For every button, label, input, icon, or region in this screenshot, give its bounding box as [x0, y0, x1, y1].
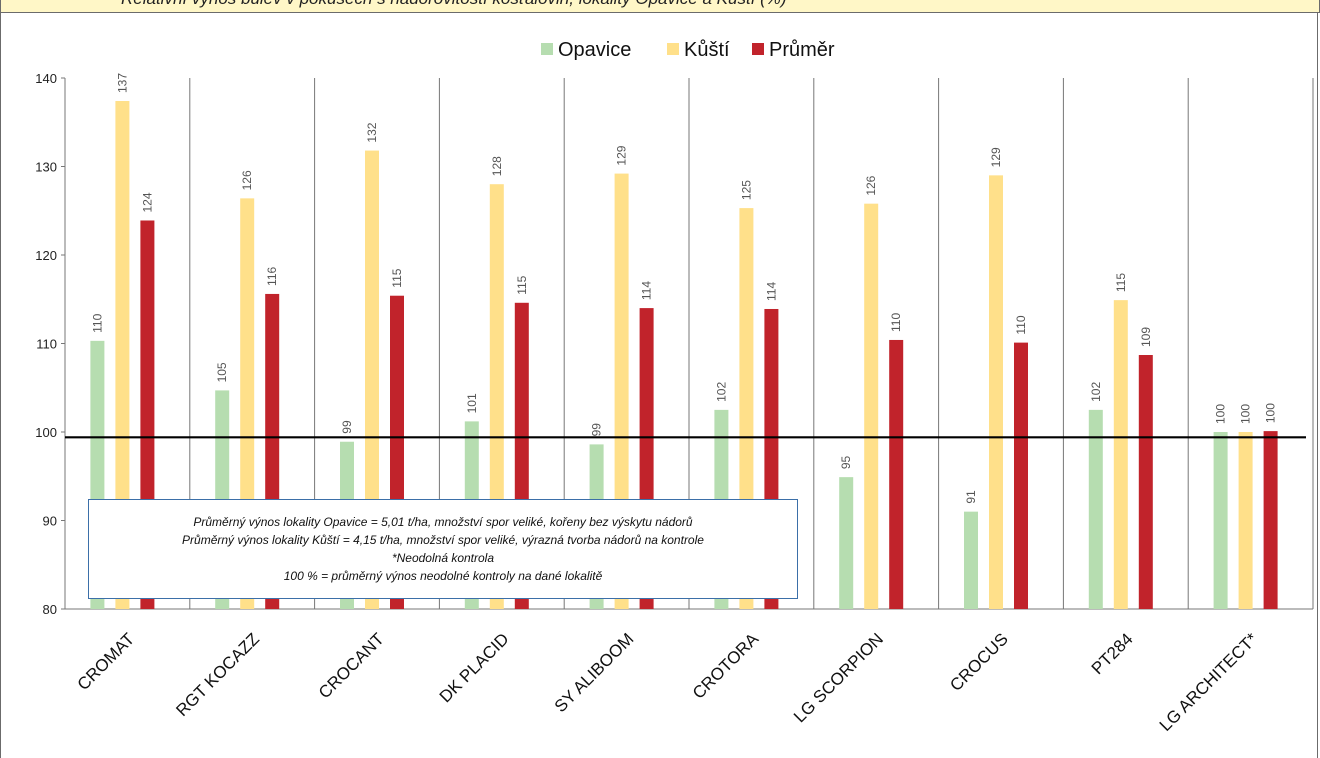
data-label: 126: [864, 175, 878, 195]
bar-kůští: [365, 150, 379, 609]
note-line-definition: 100 % = průměrný výnos neodolné kontroly…: [283, 569, 603, 583]
note-line-opavice: Průměrný výnos lokality Opavice = 5,01 t…: [193, 515, 693, 529]
bar-průměr: [1138, 355, 1153, 609]
category-label: CROCUS: [946, 629, 1012, 695]
data-label: 105: [215, 362, 229, 382]
data-label: 114: [764, 282, 778, 301]
data-label: 100: [1239, 404, 1253, 424]
chart-frame: [0, 13, 1318, 758]
legend-label: Průměr: [769, 39, 835, 61]
bar-opavice: [964, 511, 978, 609]
bar-kůští: [115, 101, 130, 609]
data-label: 100: [1214, 404, 1228, 424]
category-label: DK PLACID: [436, 629, 513, 706]
data-label: 124: [140, 192, 154, 212]
bar-opavice: [1088, 409, 1103, 609]
data-label: 125: [739, 180, 753, 200]
bar-kůští: [1113, 300, 1128, 609]
legend-swatch-0: [541, 43, 553, 55]
y-tick-label: 130: [35, 160, 57, 175]
bar-kůští: [864, 203, 879, 610]
category-label: LG ARCHITECT*: [1156, 629, 1262, 735]
category-label: CROMAT: [74, 629, 139, 694]
chart-note-box: Průměrný výnos lokality Opavice = 5,01 t…: [88, 499, 798, 599]
data-label: 95: [839, 455, 853, 469]
y-tick-label: 90: [43, 514, 57, 529]
note-line-kusti: Průměrný výnos lokality Kůští = 4,15 t/h…: [182, 533, 704, 547]
data-label: 110: [1014, 315, 1028, 334]
note-line-control: *Neodolná kontrola: [391, 551, 495, 565]
y-tick-label: 110: [36, 337, 57, 352]
legend-label: Opavice: [558, 39, 631, 61]
data-label: 100: [1264, 403, 1278, 423]
data-label: 99: [340, 420, 354, 434]
data-label: 137: [115, 73, 129, 93]
bar-průměr: [889, 339, 904, 609]
bar-kůští: [1238, 432, 1253, 609]
data-label: 91: [964, 490, 978, 504]
y-tick-label: 80: [43, 602, 57, 617]
bar-opavice: [839, 477, 854, 609]
data-label: 129: [615, 145, 629, 165]
data-label: 109: [1139, 327, 1153, 347]
bar-opavice: [1213, 432, 1228, 609]
category-label: CROTORA: [689, 629, 763, 703]
data-label: 114: [640, 281, 654, 300]
category-label: PT284: [1088, 629, 1137, 678]
category-label: RGT KOCAZZ: [172, 629, 263, 720]
data-label: 110: [889, 313, 903, 332]
y-tick-label: 100: [35, 425, 57, 440]
data-label: 115: [390, 268, 404, 287]
bar-kůští: [989, 175, 1003, 609]
bar-průměr: [1263, 431, 1278, 609]
category-label: SY ALIBOOM: [551, 629, 638, 716]
data-label: 132: [365, 122, 379, 142]
data-label: 115: [515, 275, 529, 294]
y-tick-label: 140: [35, 71, 57, 86]
legend-swatch-2: [752, 43, 764, 55]
y-tick-label: 120: [35, 248, 57, 263]
data-label: 101: [465, 393, 479, 413]
category-label: LG SCORPION: [790, 629, 887, 726]
category-label: CROCANT: [315, 629, 388, 702]
legend-swatch-1: [667, 43, 679, 55]
legend-label: Kůští: [684, 39, 730, 61]
data-label: 115: [1114, 273, 1128, 292]
data-label: 110: [90, 313, 104, 332]
data-label: 128: [490, 156, 504, 176]
data-label: 126: [240, 170, 254, 190]
data-label: 116: [265, 266, 279, 285]
data-label: 102: [714, 382, 728, 402]
bar-průměr: [1014, 342, 1028, 609]
caption-fragment: Relativní výnos bulev v pokusech s nádor…: [121, 0, 787, 9]
data-label: 102: [1089, 382, 1103, 402]
data-label: 129: [989, 147, 1003, 167]
data-label: 99: [590, 423, 604, 437]
